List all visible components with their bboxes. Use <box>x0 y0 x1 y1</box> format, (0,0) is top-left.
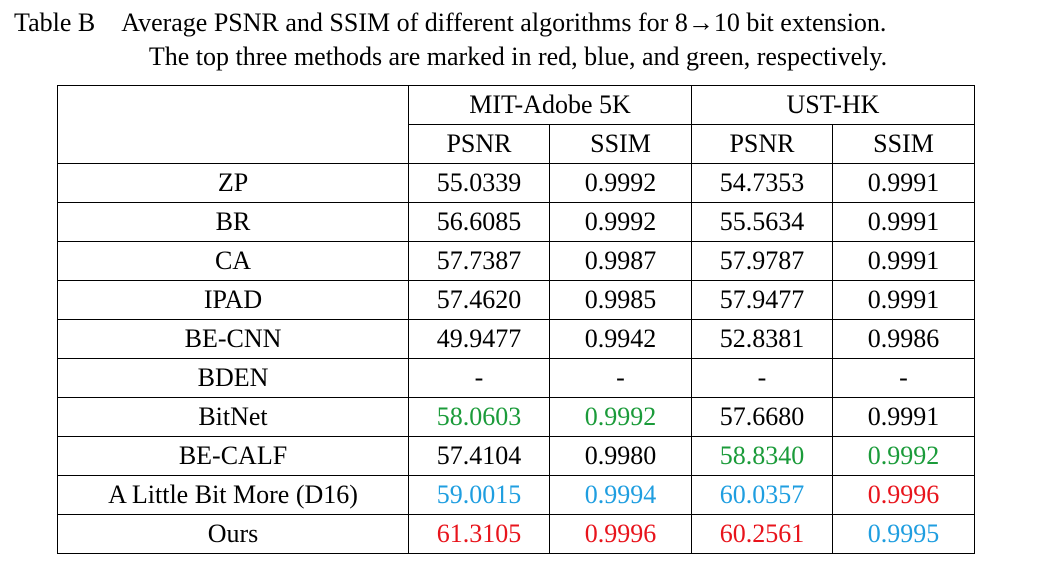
table-label: Table B <box>14 8 96 37</box>
value-cell: 55.0339 <box>408 163 550 203</box>
header-row-datasets: MIT-Adobe 5K UST-HK <box>57 85 975 164</box>
caption-line-1: Table B Average PSNR and SSIM of differen… <box>0 6 1042 40</box>
table-caption: Table B Average PSNR and SSIM of differen… <box>0 6 1042 74</box>
method-name-cell: BR <box>57 202 409 242</box>
value-cell: 57.7387 <box>408 241 550 281</box>
value-cell: 0.9995 <box>832 514 975 554</box>
value-cell: 0.9986 <box>832 319 975 359</box>
value-cell: 0.9992 <box>549 163 692 203</box>
value-cell: 0.9991 <box>832 280 975 320</box>
results-table: MIT-Adobe 5K UST-HK PSNR SSIM PSNR SSIM … <box>57 85 975 554</box>
value-cell: 0.9996 <box>549 514 692 554</box>
value-cell: 56.6085 <box>408 202 550 242</box>
value-cell: - <box>691 358 833 398</box>
value-cell: 0.9991 <box>832 202 975 242</box>
value-cell: 57.4104 <box>408 436 550 476</box>
value-cell: 57.9787 <box>691 241 833 281</box>
value-cell: 0.9996 <box>832 475 975 515</box>
value-cell: 0.9991 <box>832 163 975 203</box>
method-name-cell: BE-CALF <box>57 436 409 476</box>
method-name-cell: A Little Bit More (D16) <box>57 475 409 515</box>
value-cell: 61.3105 <box>408 514 550 554</box>
method-name-cell: IPAD <box>57 280 409 320</box>
value-cell: - <box>832 358 975 398</box>
method-name-cell: Ours <box>57 514 409 554</box>
value-cell: 0.9992 <box>549 202 692 242</box>
caption-line-2: The top three methods are marked in red,… <box>148 42 888 71</box>
header-metric: SSIM <box>549 124 692 164</box>
table-row: BR 56.6085 0.9992 55.5634 0.9991 <box>57 202 975 242</box>
table-row: A Little Bit More (D16) 59.0015 0.9994 60.0… <box>57 475 975 515</box>
table-row: CA 57.7387 0.9987 57.9787 0.9991 <box>57 241 975 281</box>
method-name-cell: BDEN <box>57 358 409 398</box>
value-cell: 0.9991 <box>832 241 975 281</box>
value-cell: 60.0357 <box>691 475 833 515</box>
value-cell: 58.0603 <box>408 397 550 437</box>
header-metric: PSNR <box>408 124 550 164</box>
header-metric: SSIM <box>832 124 975 164</box>
value-cell: 0.9992 <box>832 436 975 476</box>
value-cell: 0.9994 <box>549 475 692 515</box>
table-row: Ours 61.3105 0.9996 60.2561 0.9995 <box>57 514 975 554</box>
value-cell: 0.9987 <box>549 241 692 281</box>
value-cell: 57.4620 <box>408 280 550 320</box>
table-row: BDEN - - - - <box>57 358 975 398</box>
value-cell: 55.5634 <box>691 202 833 242</box>
caption-text-1: Average PSNR and SSIM of different algor… <box>121 8 887 37</box>
value-cell: - <box>408 358 550 398</box>
table-row: IPAD 57.4620 0.9985 57.9477 0.9991 <box>57 280 975 320</box>
table-row: BE-CALF 57.4104 0.9980 58.8340 0.9992 <box>57 436 975 476</box>
method-name-cell: BE-CNN <box>57 319 409 359</box>
header-dataset-ust: UST-HK <box>691 85 975 125</box>
value-cell: 57.6680 <box>691 397 833 437</box>
value-cell: 49.9477 <box>408 319 550 359</box>
value-cell: 0.9985 <box>549 280 692 320</box>
method-name-cell: ZP <box>57 163 409 203</box>
method-name-cell: CA <box>57 241 409 281</box>
value-cell: 54.7353 <box>691 163 833 203</box>
value-cell: 0.9942 <box>549 319 692 359</box>
value-cell: 60.2561 <box>691 514 833 554</box>
value-cell: 0.9992 <box>549 397 692 437</box>
value-cell: 59.0015 <box>408 475 550 515</box>
value-cell: - <box>549 358 692 398</box>
value-cell: 58.8340 <box>691 436 833 476</box>
header-dataset-mit: MIT-Adobe 5K <box>408 85 692 125</box>
header-metric: PSNR <box>691 124 833 164</box>
value-cell: 57.9477 <box>691 280 833 320</box>
value-cell: 0.9980 <box>549 436 692 476</box>
header-empty-cell <box>57 85 409 164</box>
table-row: BE-CNN 49.9477 0.9942 52.8381 0.9986 <box>57 319 975 359</box>
table-row: BitNet 58.0603 0.9992 57.6680 0.9991 <box>57 397 975 437</box>
table-row: ZP 55.0339 0.9992 54.7353 0.9991 <box>57 163 975 203</box>
value-cell: 0.9991 <box>832 397 975 437</box>
method-name-cell: BitNet <box>57 397 409 437</box>
value-cell: 52.8381 <box>691 319 833 359</box>
